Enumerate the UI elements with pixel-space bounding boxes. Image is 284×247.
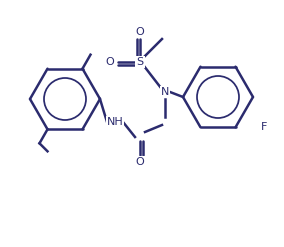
Text: N: N [161, 87, 169, 97]
Text: F: F [261, 122, 267, 132]
Text: S: S [136, 57, 144, 67]
Text: O: O [106, 57, 114, 67]
Text: NH: NH [106, 117, 123, 127]
Text: O: O [136, 157, 144, 167]
Text: O: O [136, 27, 144, 37]
